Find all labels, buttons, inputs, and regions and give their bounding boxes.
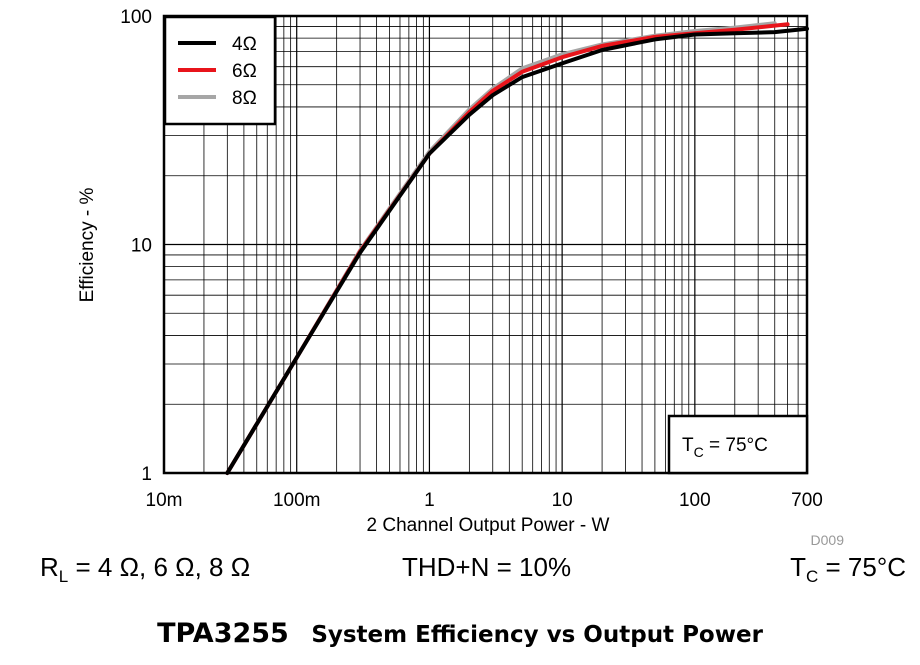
thd-condition: THD+N = 10%: [402, 552, 572, 582]
y-axis-title: Efficiency - %: [77, 188, 98, 303]
legend-label: 8Ω: [232, 88, 257, 109]
plot-frame: [162, 14, 809, 475]
x-tick-label: 100m: [273, 490, 321, 511]
efficiency-chart: 10m 100m 1 10 100 700 1 10 100 2 Channel Output…: [77, 7, 845, 548]
legend-label: 6Ω: [232, 61, 257, 82]
figure-caption: TPA3255 System Efficiency vs Output Powe…: [0, 618, 920, 649]
y-tick-labels: 1 10 100: [120, 7, 152, 485]
x-tick-label: 700: [791, 490, 823, 511]
temperature-condition: TC = 75°C: [790, 552, 906, 586]
y-tick-label: 1: [141, 464, 152, 485]
caption-title: System Efficiency vs Output Power: [311, 622, 763, 648]
annotation-box: [667, 414, 809, 475]
x-tick-labels: 10m 100m 1 10 100 700: [146, 490, 823, 511]
legend-label: 4Ω: [232, 34, 257, 55]
temperature-annotation: TC = 75°C: [667, 414, 809, 475]
legend: 4Ω 6Ω 8Ω: [163, 15, 277, 126]
y-tick-label: 100: [120, 7, 152, 28]
series-line-2: [225, 22, 790, 475]
x-tick-label: 10: [552, 490, 573, 511]
figure-code: D009: [811, 532, 845, 548]
x-tick-label: 10m: [146, 490, 183, 511]
series-curves: [225, 21, 809, 475]
x-axis-title: 2 Channel Output Power - W: [367, 515, 610, 536]
load-condition: RL = 4 Ω, 6 Ω, 8 Ω: [40, 552, 251, 586]
part-number: TPA3255: [157, 618, 289, 649]
x-tick-label: 100: [679, 490, 711, 511]
series-line-1: [225, 26, 809, 475]
annotation-text: TC = 75°C: [682, 435, 768, 460]
y-tick-label: 10: [131, 236, 152, 257]
x-tick-label: 1: [424, 490, 435, 511]
